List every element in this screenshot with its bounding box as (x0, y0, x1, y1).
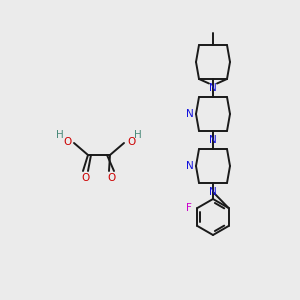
Text: H: H (134, 130, 142, 140)
Text: F: F (187, 203, 192, 213)
Text: N: N (186, 109, 194, 119)
Text: O: O (82, 173, 90, 183)
Text: O: O (63, 137, 71, 147)
Text: N: N (186, 161, 194, 171)
Text: N: N (209, 83, 217, 93)
Text: N: N (209, 135, 217, 145)
Text: O: O (127, 137, 135, 147)
Text: N: N (209, 187, 217, 197)
Text: O: O (108, 173, 116, 183)
Text: H: H (56, 130, 64, 140)
